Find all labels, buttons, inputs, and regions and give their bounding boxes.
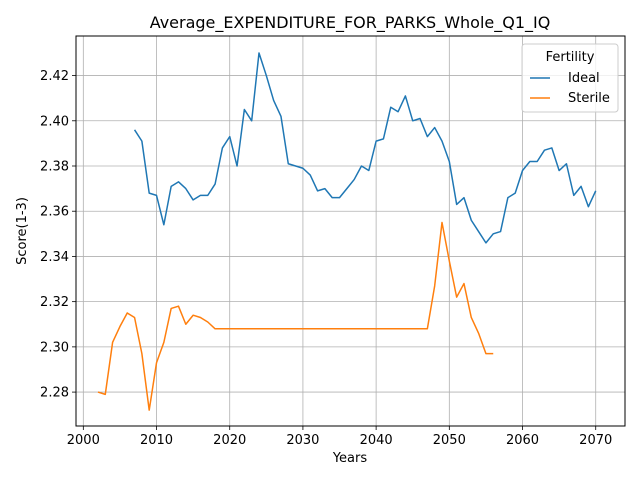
y-tick-label: 2.36 <box>40 205 69 220</box>
legend-title: Fertility <box>546 50 595 65</box>
legend-label-ideal: Ideal <box>568 71 600 86</box>
legend-box <box>521 43 619 113</box>
x-tick-label: 2070 <box>579 433 612 448</box>
x-tick-label: 2030 <box>286 433 319 448</box>
legend-label-sterile: Sterile <box>568 91 610 106</box>
x-axis: 2000 2010 2020 2030 2040 2050 2060 2070 <box>67 426 612 448</box>
y-tick-label: 2.30 <box>40 340 69 355</box>
grid-lines <box>76 36 625 426</box>
x-axis-label: Years <box>332 451 368 466</box>
chart-title: Average_EXPENDITURE_FOR_PARKS_Whole_Q1_I… <box>150 13 551 33</box>
y-tick-label: 2.28 <box>40 386 69 401</box>
x-tick-label: 2010 <box>140 433 173 448</box>
y-tick-label: 2.40 <box>40 114 69 129</box>
y-axis: 2.28 2.30 2.32 2.34 2.36 2.38 2.40 2.42 <box>40 69 76 401</box>
series-line-sterile <box>97 221 494 411</box>
legend: Fertility Ideal Sterile <box>521 43 619 113</box>
x-tick-label: 2050 <box>433 433 466 448</box>
plot-series <box>97 52 597 411</box>
x-tick-label: 2000 <box>67 433 100 448</box>
x-tick-label: 2040 <box>360 433 393 448</box>
series-line-ideal <box>133 52 597 244</box>
y-tick-label: 2.38 <box>40 160 69 175</box>
x-tick-label: 2060 <box>506 433 539 448</box>
y-tick-label: 2.42 <box>40 69 69 84</box>
y-axis-label: Score(1-3) <box>15 197 30 265</box>
y-tick-label: 2.34 <box>40 250 69 265</box>
x-tick-label: 2020 <box>213 433 246 448</box>
plot-frame <box>75 35 626 427</box>
y-tick-label: 2.32 <box>40 295 69 310</box>
